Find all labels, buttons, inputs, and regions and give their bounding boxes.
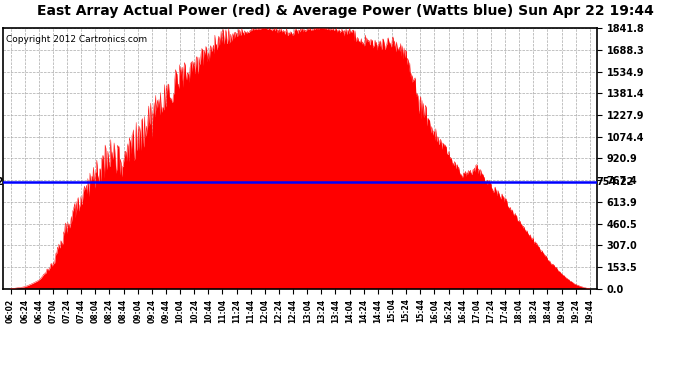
Text: Copyright 2012 Cartronics.com: Copyright 2012 Cartronics.com (6, 34, 148, 44)
Text: East Array Actual Power (red) & Average Power (Watts blue) Sun Apr 22 19:44: East Array Actual Power (red) & Average … (37, 4, 653, 18)
Text: 754.22: 754.22 (0, 177, 3, 187)
Text: 754.22: 754.22 (597, 177, 634, 187)
